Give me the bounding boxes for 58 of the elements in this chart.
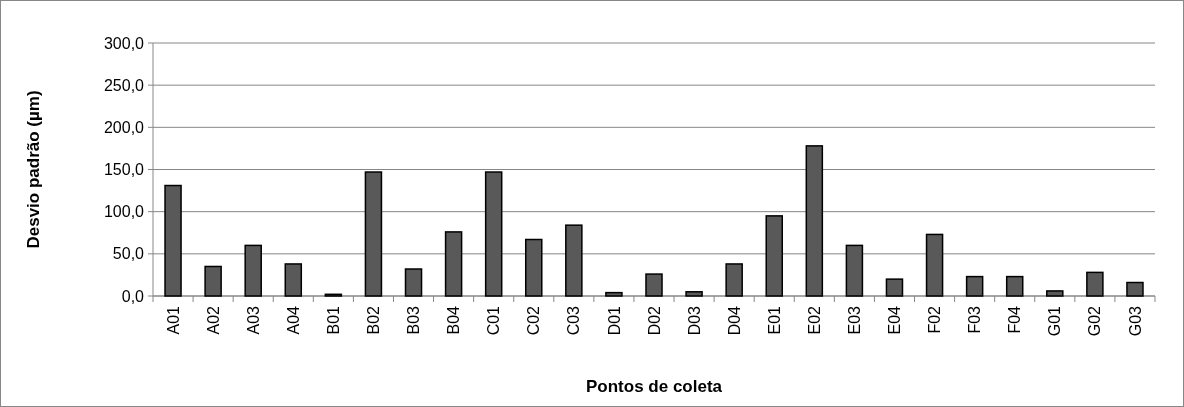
bar [645,273,663,297]
y-tick-label: 50,0 [112,245,145,263]
x-tick-label: D01 [605,305,623,336]
x-tick-label: C02 [525,305,543,336]
x-tick-label: B04 [445,305,463,335]
x-tick-label: D04 [725,305,743,336]
bar [845,244,864,297]
bar [1046,290,1064,297]
x-tick-label: A01 [164,305,182,335]
x-axis-title: Pontos de coleta [585,377,723,396]
x-tick-label: C03 [565,305,583,336]
x-tick-label: E03 [846,305,863,335]
bar [885,278,904,297]
x-tick-label: G02 [1086,305,1104,337]
bar [1126,281,1144,297]
bar [725,263,743,297]
bar [965,275,984,297]
bar [484,171,503,297]
x-tick-label: D03 [685,305,703,336]
x-tick-label: F02 [926,305,944,334]
y-tick-label: 150,0 [103,161,145,179]
x-tick-label: G01 [1046,305,1064,337]
bar [685,291,703,297]
x-tick-label: E01 [765,305,783,335]
bar [765,215,784,297]
x-tick-label: A03 [244,305,262,335]
bar [1086,271,1104,297]
x-tick-label: F04 [1006,305,1024,334]
bar [404,268,423,297]
x-tick-label: B01 [324,305,342,335]
y-tick-label: 200,0 [103,118,145,136]
x-tick-label: B03 [405,305,423,335]
bar [204,265,222,297]
x-tick-label: C01 [485,305,503,336]
bar [1005,275,1024,297]
y-tick-label: 100,0 [103,203,145,221]
bar [925,233,944,297]
bar [444,231,463,297]
x-tick-label: E04 [886,305,904,335]
bar [284,263,303,297]
y-tick-label: 0,0 [121,287,145,305]
x-tick-label: G03 [1126,305,1144,337]
y-tick-label: 300,0 [103,34,145,52]
x-tick-label: E02 [805,305,823,335]
bar [565,224,583,297]
bar [524,238,543,297]
bar [805,145,824,297]
y-tick-label: 250,0 [103,76,145,94]
x-tick-label: D02 [645,305,663,336]
bar [244,244,262,297]
x-tick-label: B02 [365,305,383,335]
bar [364,171,383,297]
y-axis-title: Desvio padrão (µm) [23,90,43,249]
x-tick-label: A02 [204,305,222,335]
bar [164,184,182,297]
x-tick-label: A04 [284,305,302,335]
bar [605,291,623,297]
x-tick-label: F03 [966,305,984,334]
